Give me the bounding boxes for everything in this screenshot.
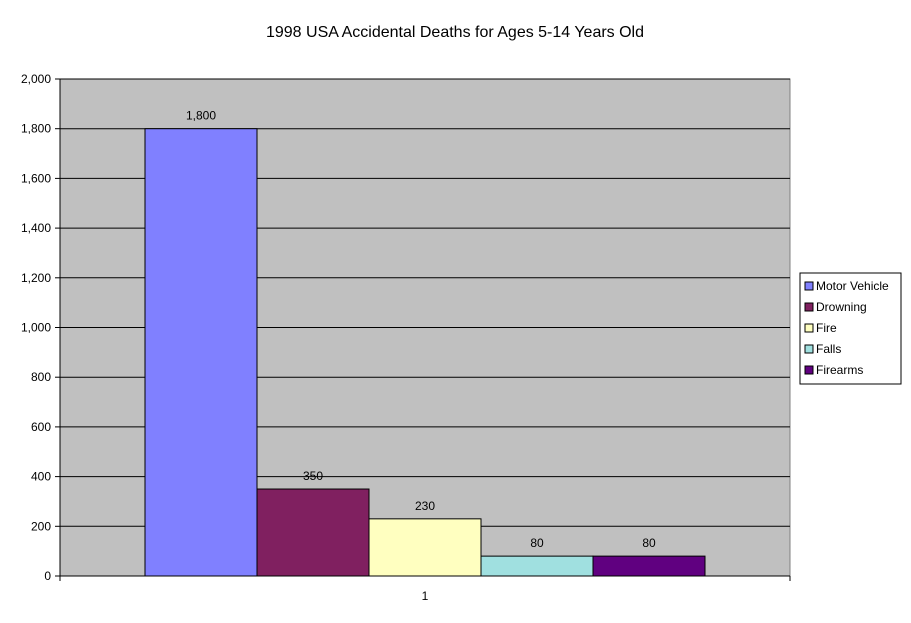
legend-label: Motor Vehicle <box>816 279 889 293</box>
y-tick-label: 1,400 <box>21 221 51 235</box>
legend-label: Falls <box>816 342 841 356</box>
y-tick-label: 800 <box>31 370 51 384</box>
y-tick-label: 0 <box>44 569 51 583</box>
legend-box <box>799 272 902 385</box>
legend-label: Drowning <box>816 300 867 314</box>
y-tick-label: 1,200 <box>21 271 51 285</box>
x-tick-label: 1 <box>422 589 429 603</box>
legend-label: Firearms <box>816 363 863 377</box>
y-tick-label: 600 <box>31 420 51 434</box>
bar-motor-vehicle <box>144 128 258 577</box>
y-tick-label: 1,600 <box>21 171 51 185</box>
x-axis: 1 <box>59 575 791 603</box>
chart-title: 1998 USA Accidental Deaths for Ages 5-14… <box>266 24 644 41</box>
data-labels: 1,800 350 230 80 80 <box>186 109 656 550</box>
data-label: 80 <box>642 536 656 550</box>
y-tick-label: 200 <box>31 519 51 533</box>
data-label: 230 <box>415 499 435 513</box>
legend-swatch <box>804 344 814 354</box>
legend: Motor Vehicle Drowning Fire Falls Firearms <box>799 272 902 385</box>
y-tick-label: 1,000 <box>21 321 51 335</box>
data-label: 80 <box>530 536 544 550</box>
bar-firearms <box>592 555 706 577</box>
y-tick-label: 1,800 <box>21 122 51 136</box>
y-tick-label: 2,000 <box>21 72 51 86</box>
bar-drowning <box>256 488 370 577</box>
y-tick-label: 400 <box>31 470 51 484</box>
legend-swatch <box>804 365 814 375</box>
data-label: 350 <box>303 469 323 483</box>
legend-swatch <box>804 323 814 333</box>
legend-label: Fire <box>816 321 837 335</box>
bar-falls <box>480 555 594 577</box>
bars <box>144 128 706 577</box>
legend-swatch <box>804 302 814 312</box>
bar-fire <box>368 518 482 577</box>
legend-swatch <box>804 281 814 291</box>
data-label: 1,800 <box>186 109 216 123</box>
y-axis: 0 200 400 600 800 1,000 1,200 1,400 1,600 1,800 2,… <box>21 72 61 583</box>
